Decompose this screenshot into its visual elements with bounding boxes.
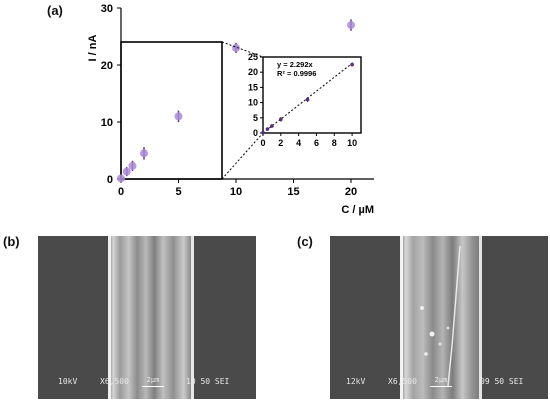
data-point xyxy=(347,21,355,30)
fiber-edge xyxy=(108,236,111,399)
fit-r-squared: R² = 0.9996 xyxy=(277,69,316,78)
data-point xyxy=(128,161,137,170)
inset-y-tick-label: 5 xyxy=(253,113,258,123)
sem-voltage: 12kV xyxy=(346,377,366,386)
inset-data-point xyxy=(265,127,270,131)
data-point xyxy=(117,174,125,183)
sem-info-bar: 12kV X6,500 2µm 09 50 SEI xyxy=(330,375,548,389)
fiber-edge xyxy=(400,236,403,399)
fit-equation: y = 2.292x xyxy=(277,60,313,69)
fiber-edge xyxy=(479,236,482,399)
y-axis-label: I / nA xyxy=(87,35,99,62)
inset-y-tick-label: 15 xyxy=(248,82,258,92)
inset-y-tick-label: 0 xyxy=(253,128,258,138)
y-tick-label: 10 xyxy=(101,117,113,129)
inset-y-tick-label: 20 xyxy=(248,67,258,77)
y-tick-label: 30 xyxy=(101,3,113,15)
data-point xyxy=(174,112,183,121)
scale-bar-label: 2µm xyxy=(434,376,448,384)
data-point xyxy=(122,167,131,176)
sem-voltage: 10kV xyxy=(58,377,78,386)
zoom-window xyxy=(120,41,223,180)
inset-x-tick-label: 4 xyxy=(296,138,301,148)
x-tick-label: 15 xyxy=(287,186,299,198)
inset-x-tick-label: 0 xyxy=(260,138,265,148)
inset-data-point xyxy=(350,62,354,67)
data-point xyxy=(140,149,148,158)
fiber-edge xyxy=(191,236,194,399)
x-tick-label: 0 xyxy=(118,186,124,198)
zoom-connector xyxy=(221,132,264,180)
fiber-band xyxy=(400,236,482,399)
fiber-band xyxy=(108,236,194,399)
y-tick-label: 0 xyxy=(107,174,113,186)
sem-info-bar: 10kV X6,500 2µm 10 50 SEI xyxy=(38,375,256,389)
sem-image-c: 12kV X6,500 2µm 09 50 SEI xyxy=(330,236,548,399)
scale-bar-label: 2µm xyxy=(146,376,160,384)
inset-x-tick-label: 8 xyxy=(332,138,337,148)
fit-line xyxy=(262,61,355,134)
panel-label-b: (b) xyxy=(3,234,20,249)
inset-data-point xyxy=(261,130,265,135)
chart-area: 0 5 10 15 20 0 10 20 30 C / µM I / nA 0 2 4 6 8 10 0 5 10 15… xyxy=(87,3,374,216)
inset-data-point xyxy=(305,97,310,102)
sem-magnification: X6,500 xyxy=(100,377,129,386)
sem-image-b: 10kV X6,500 2µm 10 50 SEI xyxy=(38,236,256,399)
panel-label-a: (a) xyxy=(47,3,63,18)
fiber-debris xyxy=(420,245,461,387)
zoom-connector xyxy=(221,41,264,58)
sem-code: 10 50 SEI xyxy=(186,377,230,386)
inset-x-tick-label: 2 xyxy=(278,138,283,148)
inset-data-point xyxy=(279,117,283,122)
inset-data-point xyxy=(270,124,274,128)
scale-bar: 2µm xyxy=(142,376,164,387)
panel-label-c: (c) xyxy=(297,234,313,249)
sem-code: 09 50 SEI xyxy=(480,377,524,386)
x-tick-label: 5 xyxy=(175,186,181,198)
inset-x-tick-label: 10 xyxy=(347,138,357,148)
y-tick-label: 20 xyxy=(101,60,113,72)
inset-y-tick-label: 25 xyxy=(248,52,258,62)
inset-x-tick-label: 6 xyxy=(314,138,319,148)
x-tick-label: 20 xyxy=(345,186,357,198)
inset-y-tick-label: 10 xyxy=(248,98,258,108)
scale-bar: 2µm xyxy=(430,376,452,387)
sem-magnification: X6,500 xyxy=(388,377,417,386)
x-axis-label: C / µM xyxy=(341,204,374,216)
inset-frame xyxy=(262,56,362,134)
x-tick-label: 10 xyxy=(230,186,242,198)
